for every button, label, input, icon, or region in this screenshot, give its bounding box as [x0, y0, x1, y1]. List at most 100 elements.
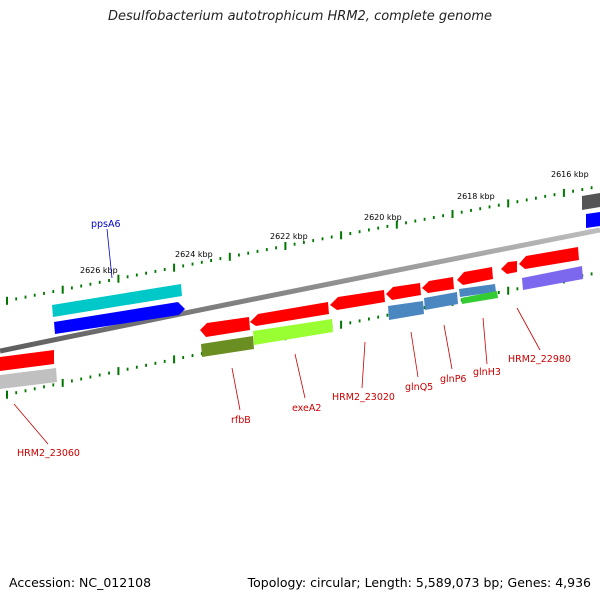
ruler-lower-tick [368, 317, 370, 321]
ruler-upper-tick [497, 203, 500, 207]
label-HRM2_22980[interactable]: HRM2_22980 [508, 354, 571, 365]
gene-red-exeA2[interactable] [250, 302, 329, 326]
label-HRM2_23020[interactable]: HRM2_23020 [332, 392, 395, 403]
label-glnH3[interactable]: glnH3 [473, 367, 501, 378]
ruler-upper-tick [275, 246, 277, 250]
ruler-upper-tick [163, 268, 166, 271]
ruler-upper-tick [303, 240, 305, 244]
gene-red-small[interactable] [501, 261, 517, 274]
ruler-upper-tick [210, 259, 212, 262]
ruler-upper-tick [460, 210, 463, 214]
pointer-rfbB [231, 367, 241, 411]
gene-red-glnP6[interactable] [422, 277, 454, 293]
ruler-upper-tick [61, 285, 64, 294]
label-ppsA6[interactable]: ppsA6 [91, 219, 121, 230]
ruler-upper-tick [89, 282, 92, 286]
ruler-upper-tick [293, 242, 296, 246]
ruler-upper-tick [405, 221, 407, 225]
ruler-lower-tick [340, 320, 343, 329]
ruler-upper-tick [80, 284, 83, 288]
feature-gray[interactable] [0, 368, 57, 389]
ruler-upper-tick [228, 252, 231, 261]
pointer-glnP6 [443, 324, 453, 370]
ruler-upper-tick [590, 186, 593, 190]
ruler-lower-tick [145, 363, 147, 367]
ruler-upper-tick [154, 269, 157, 273]
ruler-upper-tick [488, 205, 491, 209]
feature-steelblue-1[interactable] [388, 301, 424, 320]
label-glnQ5[interactable]: glnQ5 [405, 382, 433, 393]
ruler-lower-tick [182, 356, 185, 359]
pointer-exeA2 [294, 353, 306, 399]
accession-text: Accession: NC_012108 [9, 575, 152, 590]
pointer-HRM2_22980 [516, 307, 541, 351]
ruler-upper-tick [238, 253, 240, 257]
scale-label-2622: 2622 kbp [270, 232, 308, 241]
ruler-lower-tick [590, 272, 593, 276]
ruler-upper-tick [126, 275, 129, 279]
topology-text: Topology: circular; Length: 5,589,073 bp… [247, 575, 591, 590]
feature-lime[interactable] [253, 319, 333, 345]
gene-blue[interactable] [54, 302, 185, 334]
ruler-lower-tick [163, 359, 166, 363]
feature-olive[interactable] [201, 336, 254, 357]
gene-blue-right-edge[interactable] [586, 212, 600, 228]
ruler-upper-tick [340, 231, 343, 240]
ruler-upper-tick [321, 237, 324, 241]
ruler-upper-tick [414, 219, 417, 223]
ruler-upper-tick [368, 228, 370, 232]
gene-red-HRM2_23060[interactable] [0, 350, 54, 371]
ruler-upper-tick [191, 262, 194, 266]
scale-label-2616: 2616 kbp [551, 170, 589, 179]
ruler-lower-tick [108, 371, 110, 375]
ruler-upper-tick [544, 194, 547, 198]
gene-red-glnQ5[interactable] [386, 283, 421, 300]
genome-backbone [0, 227, 600, 354]
ruler-upper-tick [108, 279, 110, 282]
gene-dark-gray[interactable] [582, 193, 600, 210]
gene-red-glnH3[interactable] [457, 267, 493, 285]
scale-label-2620: 2620 kbp [364, 213, 402, 222]
ruler-lower-tick [516, 287, 519, 291]
ruler-upper-tick [572, 189, 574, 193]
ruler-upper-tick [562, 188, 565, 197]
label-HRM2_23060[interactable]: HRM2_23060 [17, 448, 80, 459]
ruler-lower-tick [173, 355, 176, 364]
ruler-upper-tick [442, 214, 444, 218]
feature-steelblue-2[interactable] [424, 292, 458, 310]
ruler-lower-tick [377, 315, 380, 319]
scale-label-2624: 2624 kbp [175, 250, 213, 259]
ruler-upper-tick [117, 274, 120, 283]
ruler-lower-tick [191, 354, 194, 357]
gene-red-HRM2_23020[interactable] [330, 290, 385, 310]
feature-purple[interactable] [522, 266, 583, 290]
ruler-upper-tick [219, 257, 222, 261]
pointer-ppsA6 [106, 228, 113, 279]
ruler-upper-tick [553, 193, 556, 197]
gene-red-rfbB[interactable] [200, 317, 250, 337]
ruler-lower-tick [386, 313, 389, 317]
ruler-upper-tick [247, 251, 250, 255]
ruler-lower-tick [507, 286, 510, 295]
ruler-lower-tick [61, 378, 64, 387]
ruler-upper-tick [386, 224, 389, 228]
ruler-lower-tick [423, 306, 426, 310]
label-glnP6[interactable]: glnP6 [440, 374, 466, 385]
label-rfbB[interactable]: rfbB [231, 415, 251, 426]
ruler-upper-tick [43, 291, 45, 295]
ruler-upper-tick [173, 263, 176, 272]
feature-green[interactable] [461, 291, 498, 304]
label-exeA2[interactable]: exeA2 [292, 403, 321, 414]
gene-cyan[interactable] [52, 284, 182, 317]
ruler-upper-tick [312, 239, 315, 243]
feature-steelblue-3[interactable] [459, 284, 496, 297]
pointer-glnH3 [482, 317, 488, 365]
ruler-upper-tick [265, 248, 268, 252]
ruler-upper-tick [330, 235, 333, 239]
ruler-lower-tick [358, 319, 361, 323]
gene-red-HRM2_22980[interactable] [519, 247, 579, 269]
ruler-upper-tick [200, 260, 203, 264]
pointer-glnQ5 [410, 331, 419, 378]
